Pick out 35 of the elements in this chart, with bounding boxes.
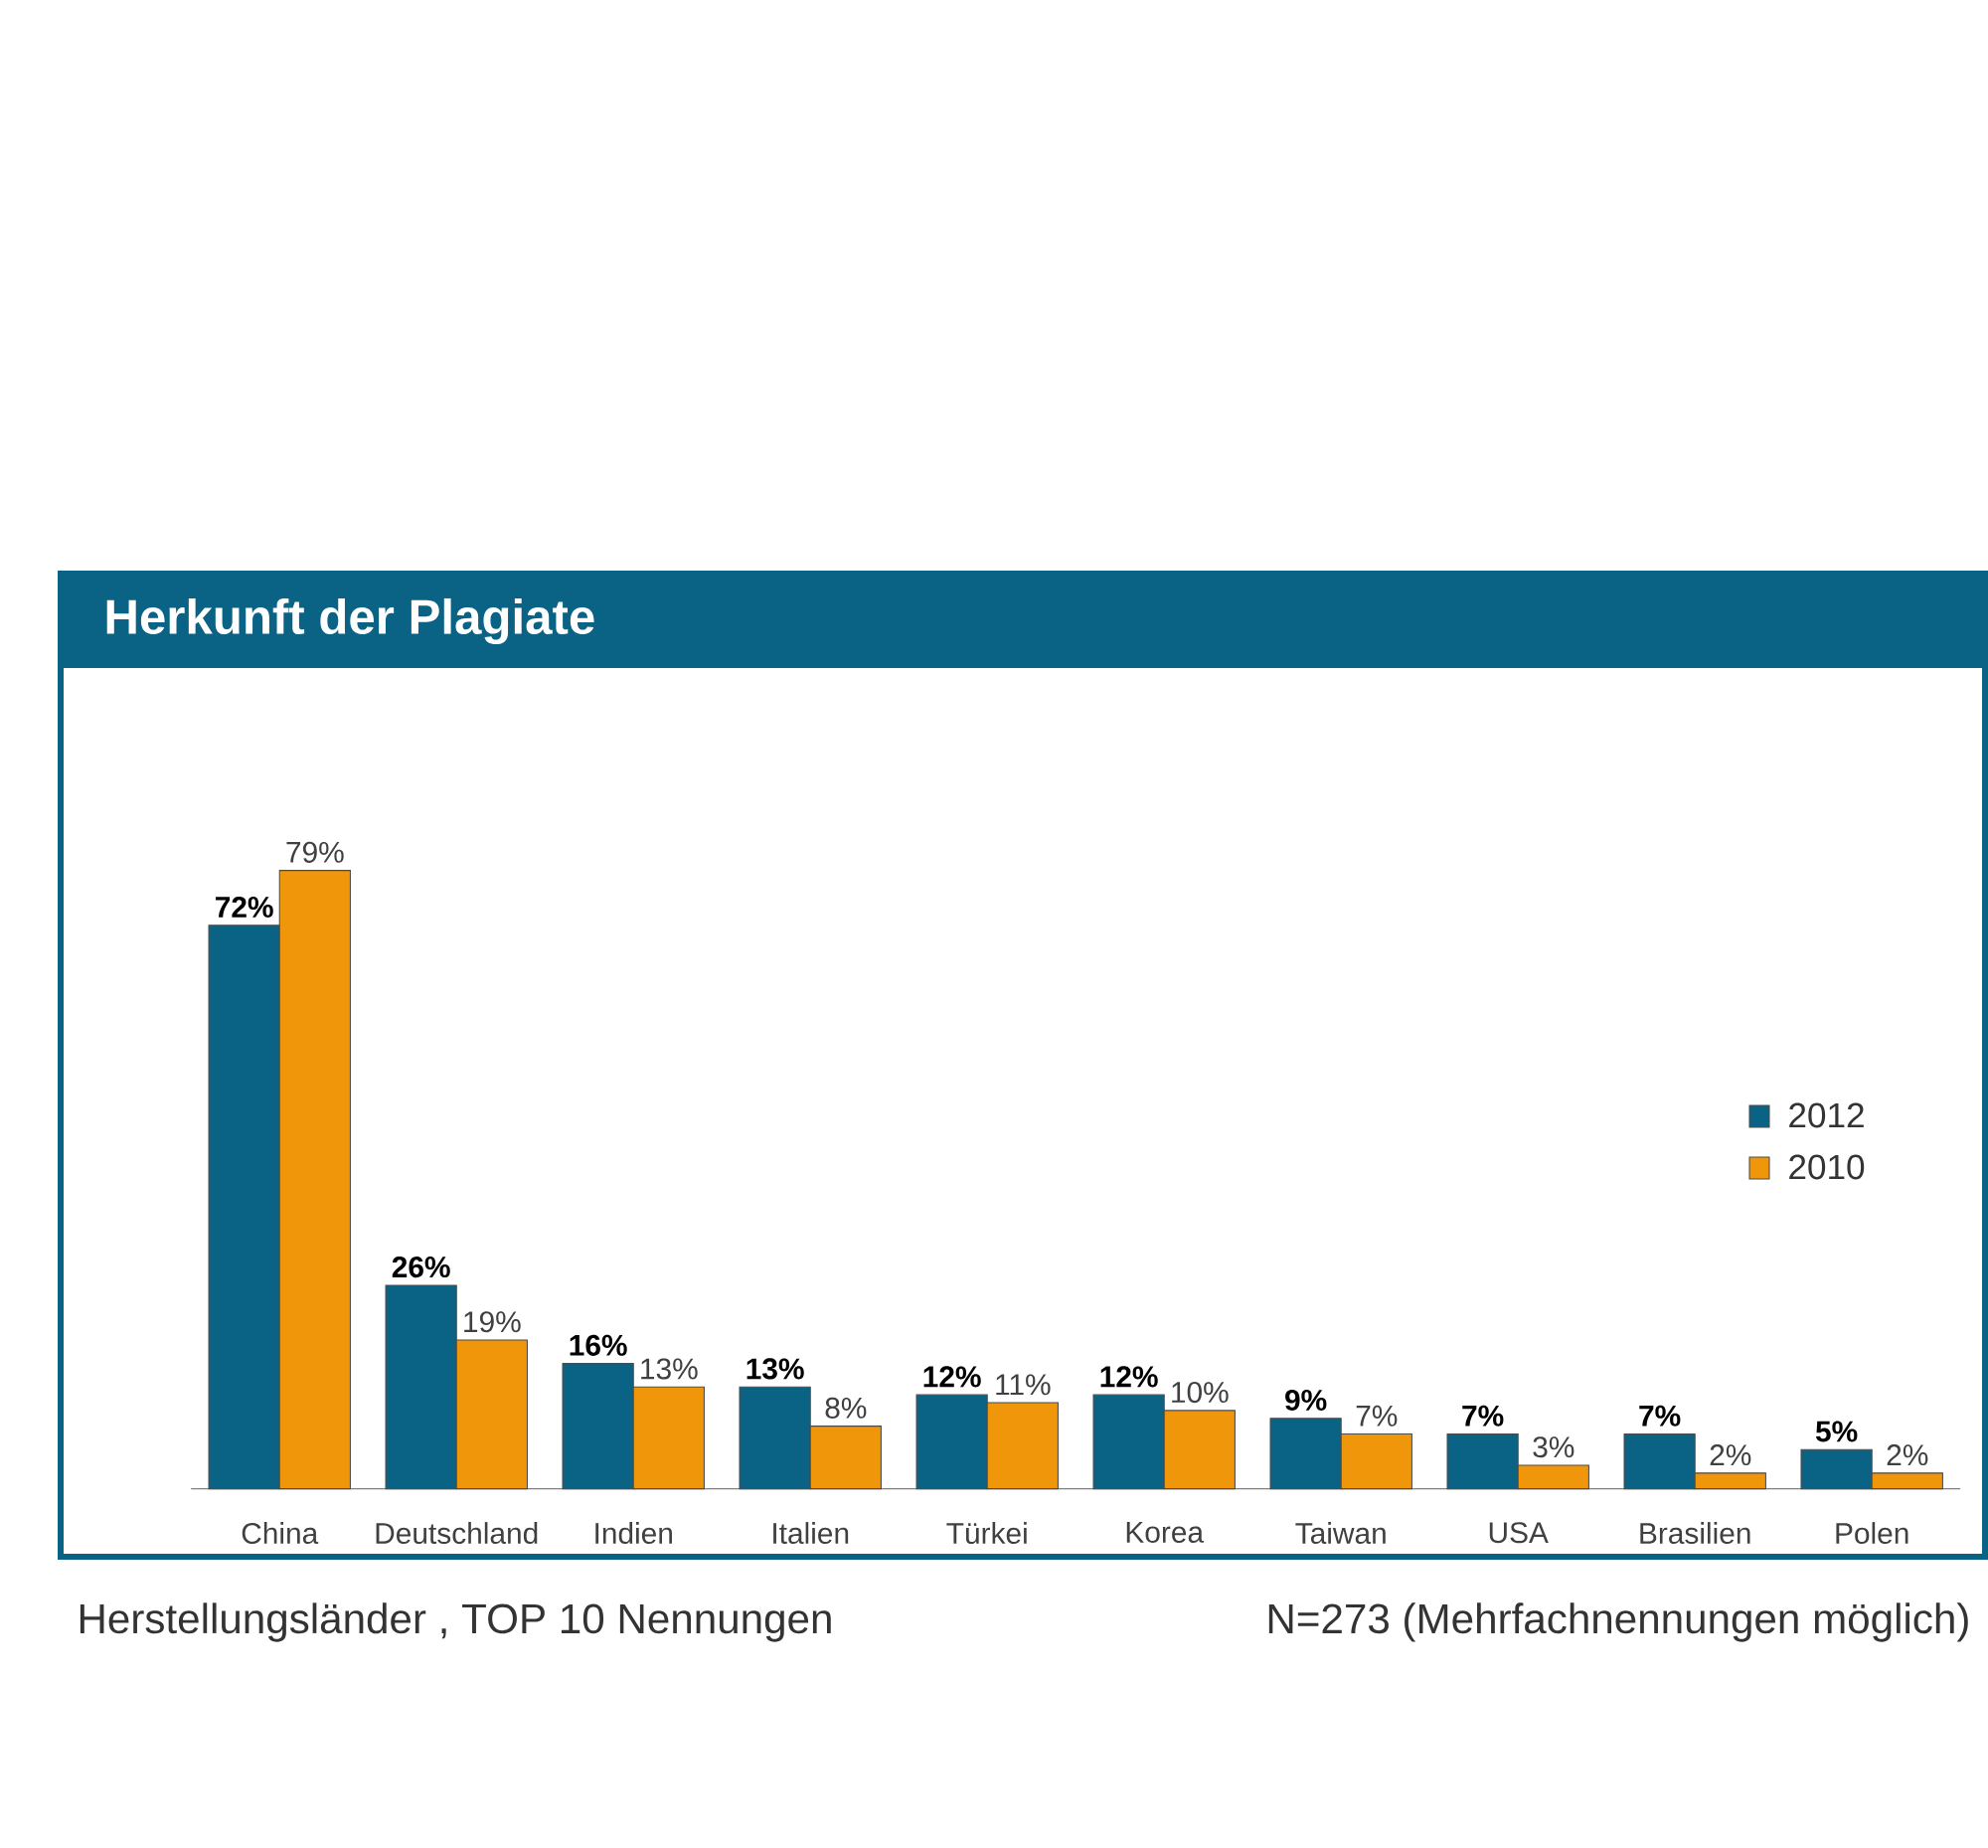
data-label: 12% <box>923 1366 981 1388</box>
data-label: 12% <box>1100 1366 1158 1388</box>
data-label: 7% <box>1462 1405 1504 1427</box>
data-label: 13% <box>641 1358 698 1380</box>
data-label: 10% <box>1172 1382 1229 1404</box>
data-label: 26% <box>392 1257 450 1278</box>
data-label: 19% <box>464 1311 521 1333</box>
data-label: 3% <box>1533 1436 1574 1458</box>
x-tick-label: Deutschland <box>376 1522 538 1545</box>
legend-label: 2010 <box>1789 1154 1865 1180</box>
x-tick-label: China <box>242 1522 319 1545</box>
legend-label: 2012 <box>1789 1102 1864 1128</box>
x-tick-label: Indien <box>595 1522 672 1545</box>
x-tick-label: Brasilien <box>1640 1522 1750 1545</box>
data-label: 79% <box>286 841 344 863</box>
x-tick-label: USA <box>1489 1522 1549 1544</box>
text: Herstellungsländer , TOP 10 Nennungen <box>80 1602 831 1642</box>
x-tick-label: Korea <box>1126 1522 1205 1543</box>
text: N=273 (Mehrfachnennungen möglich) <box>1268 1602 1968 1642</box>
data-label: 72% <box>216 896 273 918</box>
x-tick-label: Polen <box>1836 1522 1908 1545</box>
data-label: 8% <box>825 1397 867 1419</box>
data-label: 16% <box>570 1334 627 1356</box>
x-tick-label: Taiwan <box>1295 1522 1386 1545</box>
chart-title: Herkunft der Plagiate <box>106 597 594 645</box>
data-label: 7% <box>1639 1405 1681 1427</box>
data-label: 2% <box>1887 1444 1928 1466</box>
data-label: 2% <box>1710 1444 1751 1466</box>
data-label: 11% <box>996 1374 1051 1396</box>
data-label: 7% <box>1356 1405 1398 1427</box>
data-label: 9% <box>1285 1389 1327 1412</box>
x-tick-label: Türkei <box>946 1522 1027 1545</box>
data-label: 13% <box>746 1358 804 1380</box>
x-tick-label: Italien <box>773 1522 849 1545</box>
data-label: 5% <box>1815 1421 1858 1442</box>
